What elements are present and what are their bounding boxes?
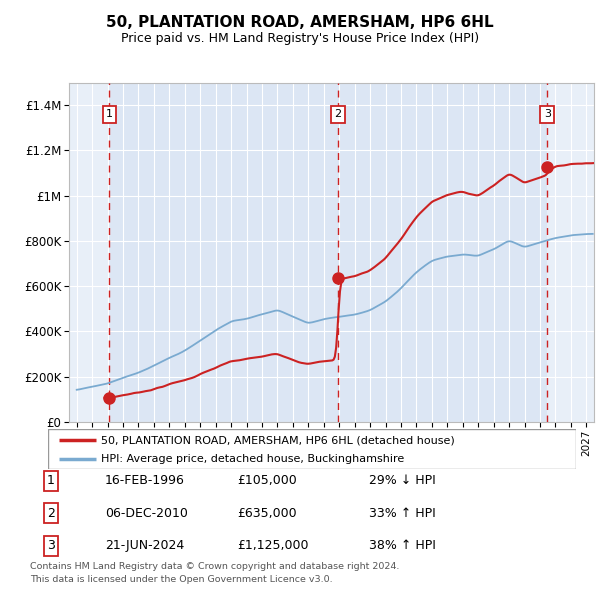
Text: 1: 1: [106, 109, 113, 119]
Bar: [547, 83, 594, 422]
Text: Price paid vs. HM Land Registry's House Price Index (HPI): Price paid vs. HM Land Registry's House …: [121, 32, 479, 45]
Text: 06-DEC-2010: 06-DEC-2010: [105, 507, 188, 520]
Text: 50, PLANTATION ROAD, AMERSHAM, HP6 6HL (detached house): 50, PLANTATION ROAD, AMERSHAM, HP6 6HL (…: [101, 435, 455, 445]
Text: This data is licensed under the Open Government Licence v3.0.: This data is licensed under the Open Gov…: [30, 575, 332, 584]
Text: 38% ↑ HPI: 38% ↑ HPI: [369, 539, 436, 552]
Text: 1: 1: [47, 474, 55, 487]
Text: £1,125,000: £1,125,000: [237, 539, 308, 552]
Text: 2: 2: [47, 507, 55, 520]
Text: 16-FEB-1996: 16-FEB-1996: [105, 474, 185, 487]
Bar: [69, 83, 109, 422]
Text: 33% ↑ HPI: 33% ↑ HPI: [369, 507, 436, 520]
Text: 21-JUN-2024: 21-JUN-2024: [105, 539, 184, 552]
Text: 3: 3: [47, 539, 55, 552]
Text: 50, PLANTATION ROAD, AMERSHAM, HP6 6HL: 50, PLANTATION ROAD, AMERSHAM, HP6 6HL: [106, 15, 494, 30]
Text: Contains HM Land Registry data © Crown copyright and database right 2024.: Contains HM Land Registry data © Crown c…: [30, 562, 400, 571]
Text: 3: 3: [544, 109, 551, 119]
Text: £635,000: £635,000: [237, 507, 296, 520]
Text: 2: 2: [334, 109, 341, 119]
FancyBboxPatch shape: [48, 429, 576, 469]
Text: £105,000: £105,000: [237, 474, 297, 487]
Text: HPI: Average price, detached house, Buckinghamshire: HPI: Average price, detached house, Buck…: [101, 454, 404, 464]
Text: 29% ↓ HPI: 29% ↓ HPI: [369, 474, 436, 487]
